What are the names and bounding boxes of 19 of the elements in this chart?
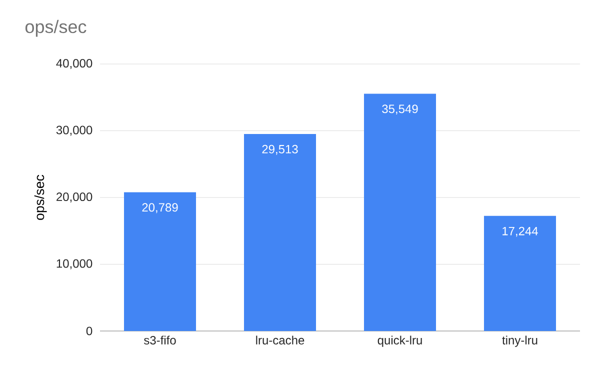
- x-tick-label: quick-lru: [378, 336, 422, 347]
- bar: [484, 216, 556, 331]
- x-tick-label: s3-fifo: [144, 336, 176, 345]
- data-label: 29,513: [262, 144, 298, 155]
- data-label: 20,789: [142, 203, 178, 214]
- y-axis-title: ops/sec: [34, 174, 47, 220]
- bar: [244, 134, 316, 331]
- y-tick-label: 40,000: [56, 59, 92, 69]
- y-tick-label: 10,000: [56, 259, 92, 270]
- y-tick-label: 30,000: [56, 126, 92, 136]
- data-label: 17,244: [502, 226, 538, 237]
- y-tick-label: 20,000: [56, 192, 92, 202]
- chart-title: ops/sec: [25, 20, 86, 37]
- data-label: 35,549: [382, 104, 418, 115]
- x-tick-label: tiny-lru: [502, 336, 538, 347]
- bar: [364, 94, 436, 331]
- bar: [124, 192, 196, 331]
- y-tick-label: 0: [86, 326, 92, 336]
- x-tick-label: lru-cache: [256, 336, 304, 345]
